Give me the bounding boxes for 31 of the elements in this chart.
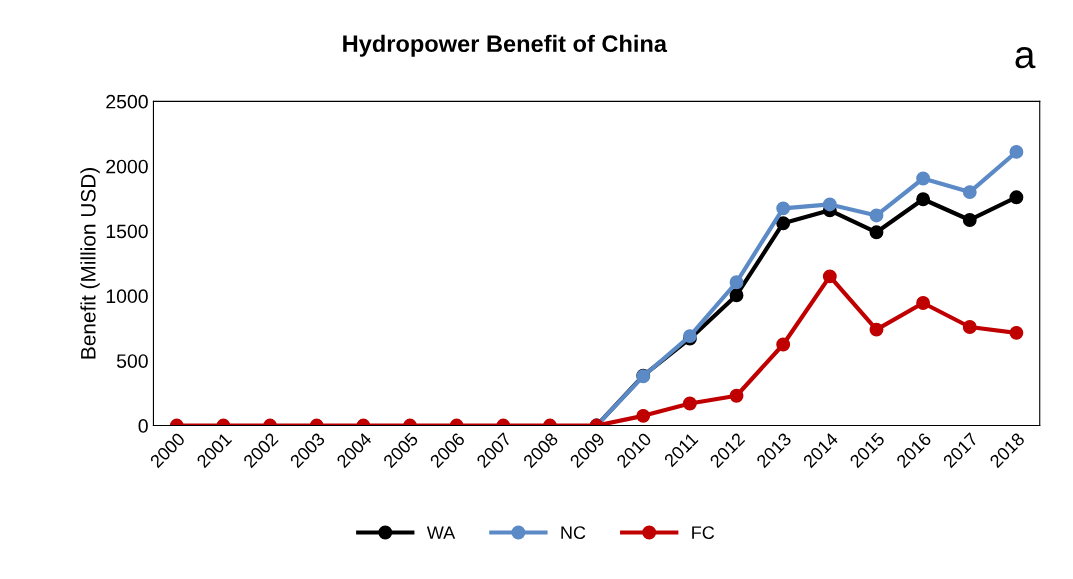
point [1009, 325, 1024, 340]
y-tick-label: 1500 [106, 224, 148, 239]
point [869, 225, 884, 240]
y-tick-label: 1000 [106, 289, 148, 304]
y-axis-title: Benefit (Million USD) [80, 168, 100, 359]
point [869, 208, 884, 223]
point [916, 192, 931, 207]
point [962, 320, 977, 334]
point [962, 213, 977, 227]
point [729, 275, 744, 290]
point [869, 322, 884, 337]
y-tick-label: 0 [138, 419, 148, 433]
chart-title: Hydropower Benefit of China [343, 34, 668, 57]
legend-label: NC [561, 526, 586, 540]
y-tick-label: 2000 [106, 159, 148, 174]
y-tick-label: 2500 [106, 94, 148, 109]
point [822, 269, 837, 284]
legend-label: FC [692, 526, 715, 540]
point [916, 171, 931, 186]
point [776, 201, 791, 216]
point [1009, 144, 1024, 159]
legend-label: WA [426, 526, 456, 539]
y-tick-label: 500 [116, 354, 148, 368]
point [776, 216, 791, 231]
point [916, 296, 931, 310]
point [962, 185, 977, 200]
text: a [1015, 47, 1036, 69]
point [822, 197, 837, 212]
point [1009, 190, 1024, 205]
point [776, 337, 791, 352]
point [729, 288, 744, 303]
